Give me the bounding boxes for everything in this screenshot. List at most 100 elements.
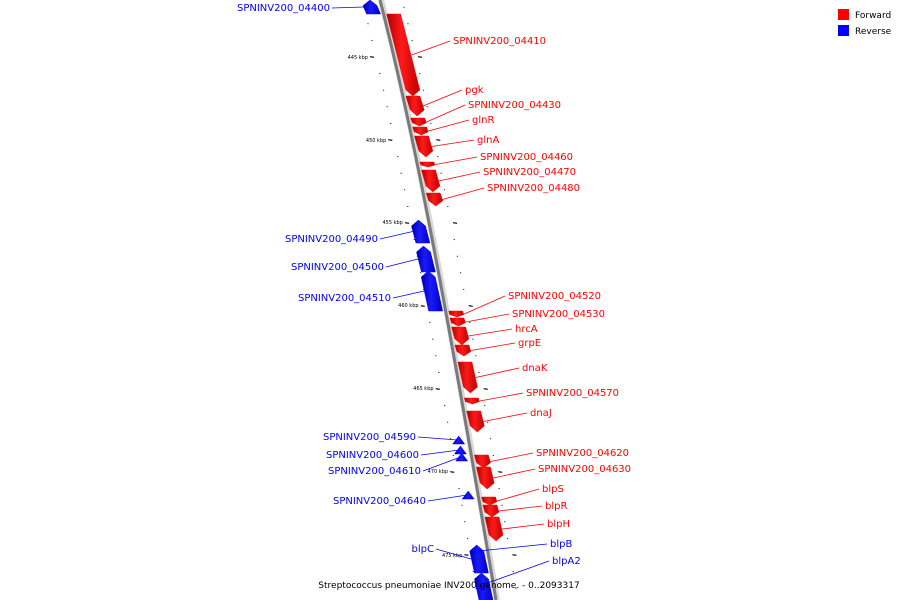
- leader-line-spninv200-04470: [438, 171, 481, 182]
- major-tick: [435, 388, 440, 390]
- gene-label-spninv200-04490[interactable]: SPNINV200_04490: [285, 234, 378, 245]
- leader-line-dnak: [475, 367, 520, 378]
- gene-label-spninv200-04460[interactable]: SPNINV200_04460: [480, 152, 573, 163]
- leader-line-spninv200-04570: [479, 392, 524, 402]
- leader-line-blps: [497, 488, 540, 502]
- gene-dnaj[interactable]: [466, 410, 485, 433]
- gene-spninv200-04430[interactable]: [410, 117, 427, 127]
- gene-glna[interactable]: [414, 135, 434, 158]
- major-tick: [417, 56, 423, 58]
- gene-label-spninv200-04620[interactable]: SPNINV200_04620: [536, 448, 629, 459]
- gene-spninv200-04620[interactable]: [473, 454, 491, 469]
- scale-label: 470 kbp: [428, 469, 448, 475]
- gene-glnr[interactable]: [412, 126, 429, 136]
- leader-line-spninv200-04590: [417, 436, 458, 441]
- gene-label-spninv200-04410[interactable]: SPNINV200_04410: [453, 36, 546, 47]
- leader-line-spninv200-04520: [464, 295, 506, 315]
- scale-label: 460 kbp: [398, 303, 418, 309]
- scale-label: 450 kbp: [366, 138, 386, 144]
- major-tick: [452, 222, 458, 224]
- gene-label-glna[interactable]: glnA: [477, 135, 499, 146]
- major-tick: [468, 305, 473, 307]
- gene-label-spninv200-04400[interactable]: SPNINV200_04400: [237, 3, 330, 14]
- gene-spninv200-04600[interactable]: [453, 445, 467, 455]
- gene-blpr[interactable]: [482, 504, 500, 518]
- gene-blps[interactable]: [481, 496, 498, 506]
- gene-label-blpr[interactable]: blpR: [545, 501, 567, 512]
- gene-label-blpa2[interactable]: blpA2: [552, 556, 581, 567]
- gene-label-blph[interactable]: blpH: [547, 519, 570, 530]
- leader-line-spninv200-04480: [442, 187, 485, 200]
- gene-label-spninv200-04570[interactable]: SPNINV200_04570: [526, 388, 619, 399]
- gene-spninv200-04470[interactable]: [421, 169, 441, 193]
- gene-label-spninv200-04510[interactable]: SPNINV200_04510: [298, 293, 391, 304]
- major-tick: [404, 222, 410, 224]
- gene-pgk[interactable]: [405, 95, 425, 117]
- major-tick: [498, 471, 503, 473]
- gene-label-blps[interactable]: blpS: [542, 484, 564, 495]
- gene-dnak[interactable]: [457, 361, 478, 394]
- leader-line-spninv200-04490: [379, 231, 413, 240]
- leader-line-blph: [501, 523, 545, 530]
- legend-forward-swatch: [838, 9, 849, 20]
- gene-grpe[interactable]: [454, 344, 472, 357]
- leader-line-blpc: [435, 548, 472, 560]
- gene-label-spninv200-04600[interactable]: SPNINV200_04600: [326, 450, 419, 461]
- gene-spninv200-04460[interactable]: [419, 161, 436, 168]
- gene-label-spninv200-04520[interactable]: SPNINV200_04520: [508, 291, 601, 302]
- gene-blph[interactable]: [484, 516, 504, 542]
- gene-spninv200-04640[interactable]: [461, 490, 475, 500]
- gene-spninv200-04630[interactable]: [476, 466, 495, 490]
- leader-line-spninv200-04510: [392, 290, 425, 299]
- gene-label-grpe[interactable]: grpE: [518, 338, 541, 349]
- gene-label-spninv200-04470[interactable]: SPNINV200_04470: [483, 167, 576, 178]
- legend-reverse-swatch: [838, 25, 849, 36]
- gene-label-blpb[interactable]: blpB: [550, 539, 572, 550]
- genome-backbone: [378, 0, 500, 600]
- gene-spninv200-04480[interactable]: [425, 192, 444, 207]
- scale-ticks: [363, 6, 517, 589]
- leader-line-spninv200-04410: [411, 40, 451, 56]
- gene-spninv200-04610[interactable]: [455, 452, 469, 462]
- scale-label: 445 kbp: [348, 55, 368, 61]
- gene-label-pgk[interactable]: pgk: [465, 85, 484, 96]
- major-tick: [436, 139, 441, 141]
- gene-blpa2[interactable]: [474, 572, 494, 600]
- major-tick: [464, 554, 469, 556]
- major-tick: [388, 139, 393, 141]
- leader-line-spninv200-04620: [490, 452, 534, 462]
- gene-spninv200-04530[interactable]: [449, 317, 466, 327]
- leader-line-spninv200-04630: [493, 468, 536, 479]
- gene-label-spninv200-04530[interactable]: SPNINV200_04530: [512, 309, 605, 320]
- gene-label-spninv200-04610[interactable]: SPNINV200_04610: [328, 466, 421, 477]
- gene-label-hrca[interactable]: hrcA: [515, 324, 538, 335]
- gene-spninv200-04400[interactable]: [362, 0, 381, 15]
- leader-line-blpr: [498, 505, 543, 512]
- gene-spninv200-04520[interactable]: [448, 310, 465, 318]
- label-leader-lines: [331, 6, 550, 587]
- gene-label-spninv200-04630[interactable]: SPNINV200_04630: [538, 464, 631, 475]
- leader-line-pgk: [422, 89, 463, 107]
- leader-line-glna: [431, 139, 475, 147]
- gene-label-glnr[interactable]: glnR: [472, 115, 494, 126]
- gene-label-dnak[interactable]: dnaK: [522, 363, 548, 374]
- gene-label-spninv200-04430[interactable]: SPNINV200_04430: [468, 100, 561, 111]
- gene-spninv200-04570[interactable]: [464, 397, 480, 405]
- gene-label-blpc[interactable]: blpC: [412, 544, 434, 555]
- gene-spninv200-04490[interactable]: [411, 219, 431, 244]
- gene-label-spninv200-04500[interactable]: SPNINV200_04500: [291, 262, 384, 273]
- gene-features: [362, 0, 504, 600]
- gene-label-spninv200-04590[interactable]: SPNINV200_04590: [323, 432, 416, 443]
- gene-spninv200-04510[interactable]: [420, 270, 443, 312]
- leader-line-spninv200-04460: [435, 156, 478, 165]
- gene-hrca[interactable]: [451, 326, 470, 346]
- leader-line-spninv200-04600: [420, 449, 460, 456]
- gene-label-spninv200-04640[interactable]: SPNINV200_04640: [333, 496, 426, 507]
- gene-label-spninv200-04480[interactable]: SPNINV200_04480: [487, 183, 580, 194]
- genome-caption: Streptococcus pneumoniae INV200 genome. …: [318, 581, 579, 591]
- scale-label: 455 kbp: [382, 220, 402, 226]
- gene-label-dnaj[interactable]: dnaJ: [530, 408, 552, 419]
- leader-line-spninv200-04610: [422, 456, 461, 472]
- gene-spninv200-04410[interactable]: [386, 13, 421, 97]
